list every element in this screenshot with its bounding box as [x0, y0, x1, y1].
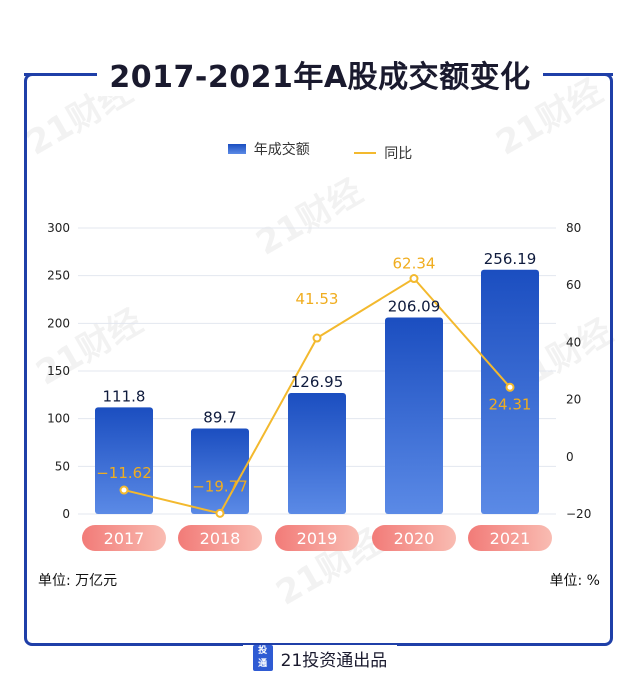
legend-item-line: 同比 [354, 143, 412, 163]
bar-value-label: 89.7 [203, 408, 236, 426]
y-left-tick-label: 200 [47, 316, 70, 330]
yoy-point-2020 [409, 274, 419, 284]
legend-item-bar: 年成交额 [227, 139, 310, 159]
left-unit-label: 单位: 万亿元 [38, 573, 118, 589]
bar-value-label: 126.95 [291, 373, 344, 391]
x-tick-label: 2021 [490, 529, 531, 548]
yoy-value-label: −19.77 [192, 477, 248, 495]
y-left-tick-label: 250 [47, 269, 70, 283]
x-category-pill [82, 525, 166, 551]
legend-line-swatch [354, 152, 377, 154]
legend-line-label: 同比 [384, 146, 413, 162]
logo-icon: 投通 [252, 645, 273, 671]
title-rule-left [24, 73, 98, 76]
bar-2020 [385, 317, 443, 514]
x-tick-label: 2019 [297, 529, 338, 548]
bar-value-label: 206.09 [388, 298, 441, 316]
x-category-pill [178, 525, 262, 551]
x-tick-label: 2017 [104, 529, 145, 548]
y-right-tick-label: 0 [566, 450, 574, 464]
footer: 投通 21投资通出品 [0, 638, 640, 671]
bar-2017 [95, 407, 153, 514]
y-left-tick-label: 0 [62, 507, 70, 521]
yoy-point-2018 [215, 508, 225, 518]
y-right-tick-label: 60 [566, 278, 581, 292]
y-left-tick-label: 300 [47, 221, 70, 235]
x-tick-label: 2018 [200, 529, 241, 548]
y-right-tick-label: 40 [566, 335, 581, 349]
yoy-point-2021 [505, 382, 515, 392]
yoy-value-label: 41.53 [296, 290, 339, 308]
y-left-tick-label: 150 [47, 364, 70, 378]
yoy-value-label: −11.62 [96, 464, 152, 482]
x-category-pill [372, 525, 456, 551]
yoy-value-label: 62.34 [393, 255, 436, 273]
source-label: 21投资通出品 [280, 650, 388, 671]
title-rule-right [542, 73, 613, 76]
bar-2018 [191, 428, 249, 514]
y-right-tick-label: 80 [566, 221, 581, 235]
yoy-point-2019 [312, 333, 322, 343]
x-category-pill [468, 525, 552, 551]
bar-value-label: 111.8 [103, 387, 146, 405]
y-right-tick-label: 20 [566, 393, 581, 407]
legend-bar-label: 年成交额 [253, 142, 310, 158]
y-right-tick-label: −20 [566, 507, 591, 521]
yoy-value-label: 24.31 [489, 395, 532, 413]
legend-bar-swatch [227, 144, 246, 154]
bar-2021 [481, 269, 539, 514]
right-unit-label: 单位: % [549, 573, 600, 589]
bar-2019 [288, 392, 346, 514]
chart-title: 2017-2021年A股成交额变化 [97, 52, 543, 96]
x-category-pill [275, 525, 359, 551]
yoy-point-2017 [119, 485, 129, 495]
legend: 年成交额 同比 [0, 139, 640, 163]
bar-value-label: 256.19 [484, 250, 537, 268]
y-left-tick-label: 50 [55, 459, 70, 473]
x-tick-label: 2020 [394, 529, 435, 548]
y-left-tick-label: 100 [47, 412, 70, 426]
